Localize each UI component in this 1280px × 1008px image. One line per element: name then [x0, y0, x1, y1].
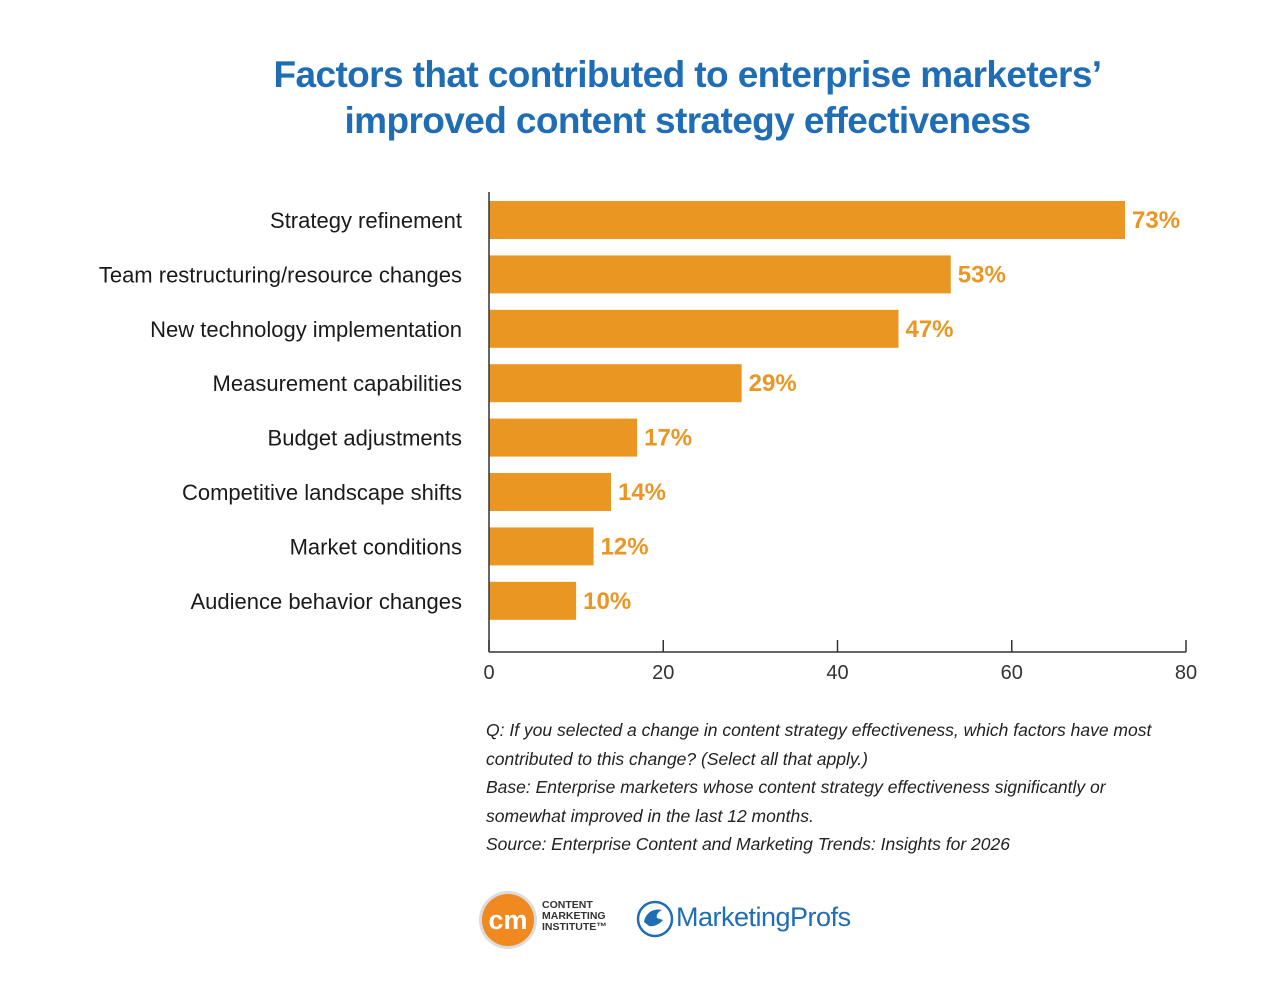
- bar: [489, 364, 742, 403]
- x-tick-label: 60: [1001, 662, 1023, 684]
- category-label: Team restructuring/resource changes: [99, 262, 462, 287]
- bar: [489, 418, 638, 457]
- value-label: 47%: [905, 316, 953, 343]
- logos: cm CONTENT MARKETING INSTITUTE™ Marketin…: [478, 888, 878, 952]
- category-label: Market conditions: [290, 534, 462, 559]
- category-label: New technology implementation: [150, 317, 462, 342]
- category-label: Competitive landscape shifts: [182, 480, 462, 505]
- bar: [489, 309, 899, 348]
- cmi-logo-text: CONTENT MARKETING INSTITUTE™: [542, 900, 622, 933]
- bar: [489, 473, 611, 511]
- question-line-2: contributed to this change? (Select all …: [486, 748, 868, 769]
- cmi-logo-icon: cm: [479, 891, 537, 949]
- category-label: Strategy refinement: [270, 208, 462, 233]
- question-line-1: Q: If you selected a change in content s…: [486, 720, 1152, 740]
- base-line-1: Base: Enterprise marketers whose content…: [486, 777, 1106, 797]
- value-label: 53%: [958, 261, 1006, 288]
- value-label: 10%: [583, 588, 631, 615]
- x-tick-label: 20: [652, 662, 674, 684]
- x-tick-label: 40: [826, 662, 848, 684]
- value-label: 12%: [601, 533, 649, 560]
- bar-chart: Strategy refinement 73% Team restructuring…: [99, 192, 1197, 684]
- cmi-logo-line-2: MARKETING: [542, 910, 606, 922]
- bar: [489, 527, 594, 566]
- bar: [489, 581, 577, 620]
- bar: [489, 255, 951, 294]
- value-label: 73%: [1132, 207, 1180, 234]
- cmi-logo-mark-text: cm: [488, 905, 527, 935]
- category-label: Measurement capabilities: [213, 371, 462, 396]
- chart-title: Factors that contributed to enterprise m…: [140, 52, 1235, 144]
- value-label: 29%: [749, 370, 797, 397]
- marketingprofs-logo-text: MarketingProfs: [676, 902, 851, 932]
- cmi-logo-line-3: INSTITUTE™: [542, 921, 607, 933]
- x-tick-label: 0: [483, 662, 494, 684]
- bar: [489, 201, 1126, 239]
- chart-title-line-2: improved content strategy effectiveness: [344, 100, 1032, 141]
- value-label: 17%: [644, 425, 692, 452]
- category-label: Budget adjustments: [268, 426, 462, 451]
- chart-title-line-1: Factors that contributed to enterprise m…: [273, 54, 1103, 95]
- chart-notes: Q: If you selected a change in content s…: [486, 716, 1236, 859]
- base-line-2: somewhat improved in the last 12 months.: [486, 805, 814, 826]
- x-tick-label: 80: [1175, 662, 1197, 684]
- source-line: Source: Enterprise Content and Marketing…: [486, 834, 1010, 854]
- value-label: 14%: [618, 479, 666, 506]
- cmi-logo-line-1: CONTENT: [542, 899, 593, 911]
- category-label: Audience behavior changes: [190, 589, 462, 614]
- marketingprofs-logo-icon: [636, 900, 674, 938]
